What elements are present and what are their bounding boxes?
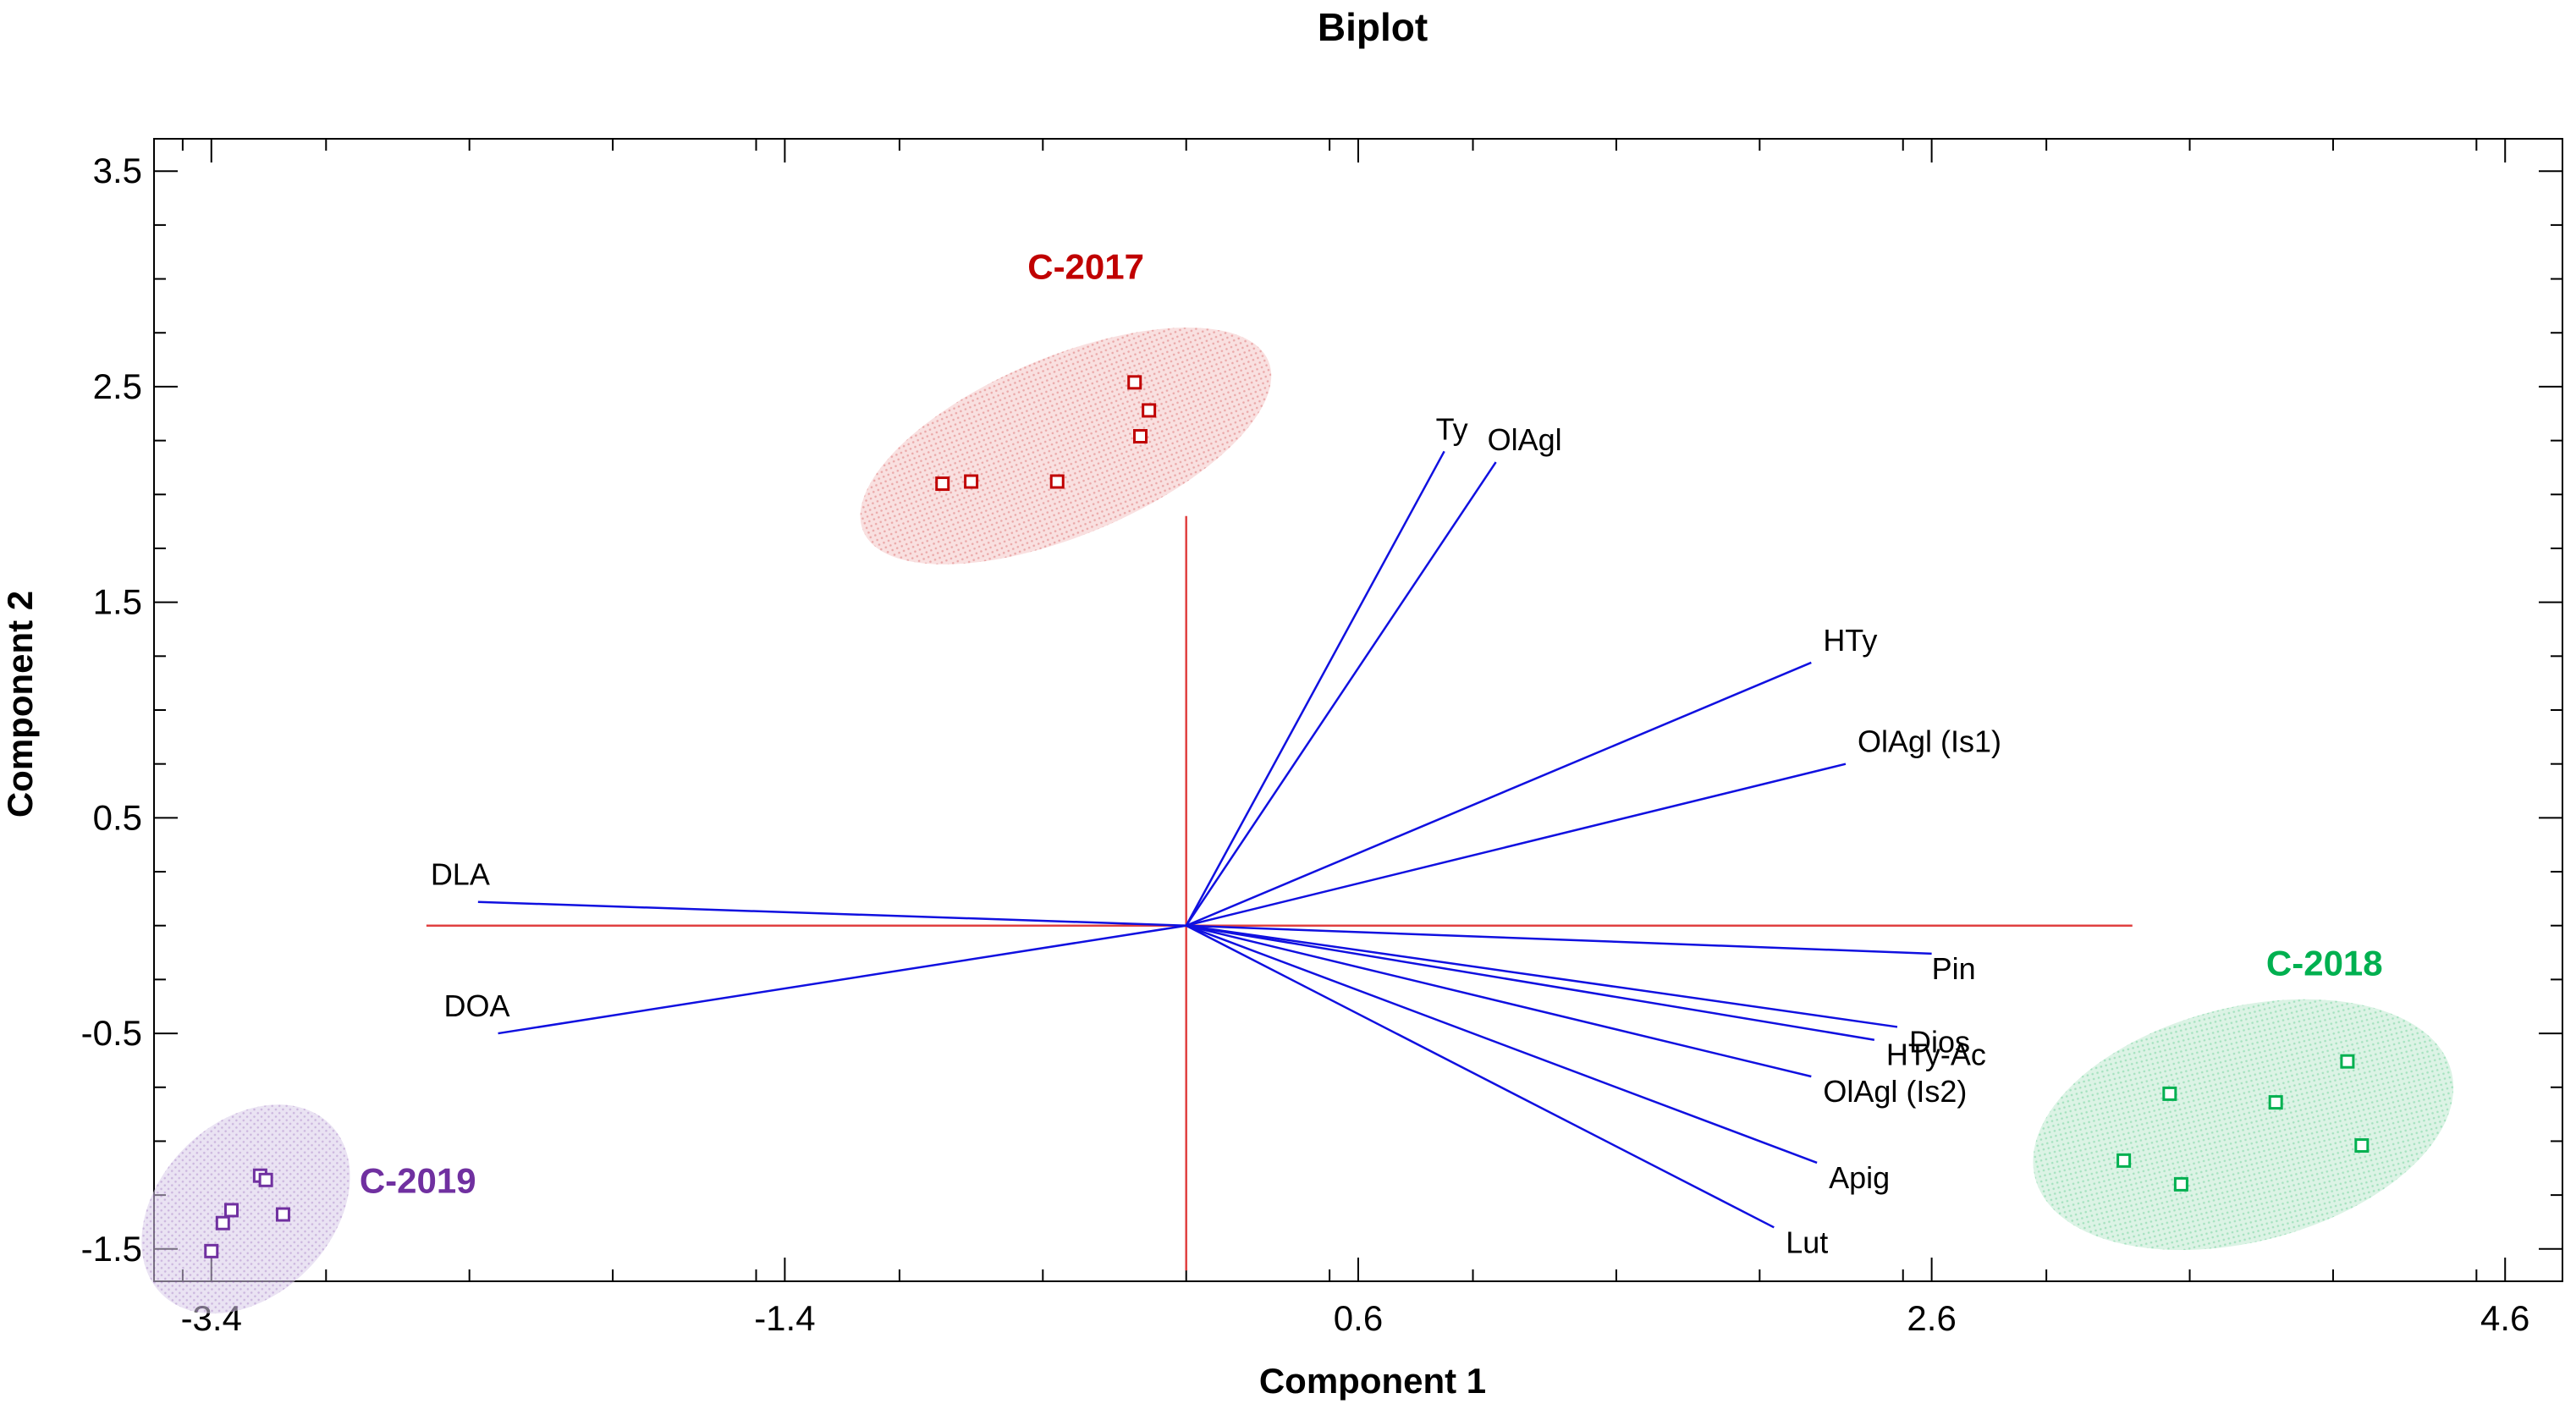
chart-title: Biplot bbox=[1318, 5, 1428, 49]
x-tick-label: 0.6 bbox=[1334, 1298, 1383, 1338]
loading-vectors: Ty OlAgl HTy OlAgl (Is1) DLA DOA Pin DiosHTy-Ac… bbox=[431, 411, 2001, 1259]
vector-label-OlAgl (Is1): OlAgl (Is1) bbox=[1858, 724, 2001, 759]
y-axis-title: Component 2 bbox=[0, 591, 40, 818]
group-label-C-2018: C-2018 bbox=[2266, 943, 2383, 983]
y-tick-label: 0.5 bbox=[93, 797, 142, 837]
vector-label-Lut: Lut bbox=[1786, 1225, 1828, 1259]
vector-OlAgl (Is1) bbox=[1186, 763, 1847, 927]
point-C-2018 bbox=[2340, 1054, 2355, 1069]
vector-label-Pin: Pin bbox=[1932, 951, 1976, 986]
ellipse-C-2018 bbox=[2033, 999, 2454, 1251]
point-C-2019 bbox=[215, 1215, 230, 1231]
point-C-2018 bbox=[2354, 1138, 2370, 1153]
x-axis-title: Component 1 bbox=[1259, 1361, 1486, 1401]
x-tick-label: -1.4 bbox=[754, 1298, 815, 1338]
vector-OlAgl bbox=[1185, 461, 1497, 927]
vector-label-Dios: Dios bbox=[1909, 1024, 1970, 1059]
vector-DOA bbox=[498, 924, 1186, 1035]
y-tick-label: -1.5 bbox=[81, 1229, 142, 1269]
ellipse-C-2017 bbox=[860, 328, 1272, 564]
x-tick-label: 4.6 bbox=[2480, 1298, 2529, 1338]
vector-HTy bbox=[1186, 661, 1812, 927]
vector-DLA bbox=[477, 900, 1186, 927]
ellipse-C-2019 bbox=[141, 1104, 350, 1314]
vector-OlAgl (Is2) bbox=[1186, 924, 1812, 1078]
point-C-2019 bbox=[223, 1203, 239, 1218]
point-C-2018 bbox=[2268, 1095, 2283, 1110]
score-points bbox=[204, 375, 2370, 1258]
point-C-2017 bbox=[964, 474, 979, 489]
point-C-2018 bbox=[2173, 1176, 2188, 1192]
vector-label-HTy-Ac: HTy-Ac bbox=[1886, 1038, 1986, 1072]
point-C-2017 bbox=[935, 476, 950, 492]
vector-label-DOA: DOA bbox=[444, 988, 510, 1023]
vector-label-Apig: Apig bbox=[1829, 1160, 1890, 1195]
group-label-C-2019: C-2019 bbox=[360, 1161, 476, 1201]
point-C-2017 bbox=[1049, 474, 1065, 489]
point-C-2017 bbox=[1127, 375, 1142, 390]
vector-label-DLA: DLA bbox=[431, 857, 490, 892]
vector-Apig bbox=[1186, 924, 1818, 1164]
point-C-2019 bbox=[258, 1172, 273, 1187]
y-tick-label: 1.5 bbox=[93, 582, 142, 622]
y-tick-label: 2.5 bbox=[93, 366, 142, 406]
vector-Ty bbox=[1185, 450, 1445, 927]
y-tick-label: -0.5 bbox=[81, 1013, 142, 1053]
point-C-2018 bbox=[2116, 1153, 2132, 1168]
vector-label-HTy: HTy bbox=[1823, 623, 1877, 658]
point-C-2017 bbox=[1142, 403, 1157, 418]
y-tick-label: 3.5 bbox=[93, 151, 142, 190]
vector-Dios bbox=[1186, 924, 1898, 1028]
vector-Pin bbox=[1186, 924, 1932, 955]
vector-label-Ty: Ty bbox=[1436, 411, 1468, 446]
vector-Lut bbox=[1186, 924, 1775, 1229]
group-labels: C-2017 C-2018 C-2019 bbox=[360, 247, 2383, 1201]
point-C-2018 bbox=[2162, 1086, 2177, 1101]
vector-HTy-Ac bbox=[1186, 924, 1875, 1041]
axis-ticks: -3.4 -1.4 0.6 2.6 4.6-1.5-0.50.51.52.53.5 bbox=[81, 139, 2562, 1338]
reference-lines bbox=[426, 515, 2133, 1271]
group-ellipses bbox=[141, 328, 2454, 1314]
group-label-C-2017: C-2017 bbox=[1027, 247, 1144, 287]
vector-label-OlAgl: OlAgl bbox=[1488, 422, 1562, 457]
x-tick-label: 2.6 bbox=[1907, 1298, 1956, 1338]
point-C-2017 bbox=[1133, 429, 1148, 444]
vector-label-OlAgl (Is2): OlAgl (Is2) bbox=[1823, 1074, 1967, 1109]
point-C-2019 bbox=[204, 1243, 219, 1258]
point-C-2019 bbox=[275, 1207, 290, 1222]
